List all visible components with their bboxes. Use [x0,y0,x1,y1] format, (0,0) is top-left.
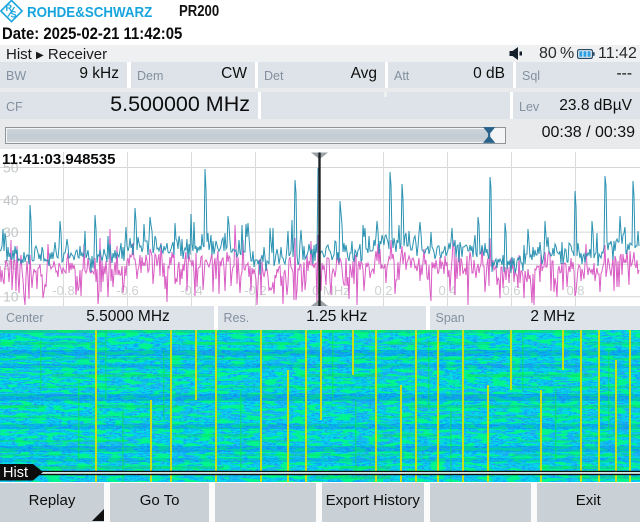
svg-text:0.6: 0.6 [502,283,520,298]
svg-text:0.8: 0.8 [566,283,584,298]
svg-text:11:41:03.948535: 11:41:03.948535 [2,151,115,168]
svg-text:-0.6: -0.6 [116,283,138,298]
svg-text:-0.4: -0.4 [180,283,202,298]
svg-text:Hist: Hist [3,465,28,481]
svg-text:-0.8: -0.8 [52,283,74,298]
svg-text:10: 10 [3,288,19,304]
svg-text:30: 30 [3,224,19,240]
svg-text:S: S [11,10,17,20]
svg-text:40: 40 [3,191,19,207]
svg-text:50: 50 [3,159,19,175]
svg-text:0.2: 0.2 [374,283,392,298]
svg-text:R: R [6,3,13,13]
svg-text:0.4: 0.4 [438,283,456,298]
svg-text:-0.2: -0.2 [244,283,266,298]
